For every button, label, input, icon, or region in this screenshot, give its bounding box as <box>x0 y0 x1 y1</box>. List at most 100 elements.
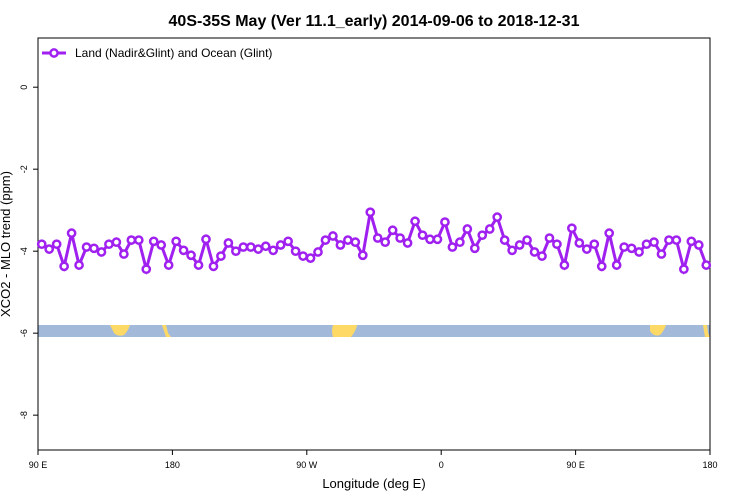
data-point <box>74 260 84 270</box>
data-point <box>357 250 368 261</box>
data-point <box>432 234 443 245</box>
x-tick-label: 90 E <box>566 460 585 470</box>
data-point <box>686 236 697 247</box>
data-point <box>596 261 607 272</box>
data-point <box>253 244 264 254</box>
data-point <box>111 237 122 248</box>
data-point <box>567 223 577 234</box>
data-point <box>36 239 47 250</box>
data-point <box>693 240 704 250</box>
y-tick-label: -2 <box>19 165 29 173</box>
data-point <box>604 228 615 238</box>
data-point <box>701 260 712 270</box>
data-point <box>51 239 62 250</box>
data-point <box>365 207 376 218</box>
data-point <box>387 225 398 236</box>
data-point <box>66 228 77 238</box>
data-point <box>641 239 652 250</box>
land-ocean-strip <box>38 325 710 337</box>
data-point <box>245 242 256 252</box>
data-point <box>313 247 323 257</box>
data-point <box>350 237 361 248</box>
data-point <box>328 231 338 241</box>
data-point <box>216 251 226 261</box>
data-point <box>141 264 152 275</box>
data-point <box>126 235 137 245</box>
data-point <box>178 245 189 256</box>
data-point <box>417 230 428 241</box>
data-point <box>425 234 435 245</box>
data-point <box>335 240 346 250</box>
x-tick-label: 90 E <box>29 460 48 470</box>
data-point <box>559 260 570 270</box>
data-point <box>89 243 99 254</box>
data-point <box>469 243 480 254</box>
data-point <box>611 260 622 270</box>
legend-label: Land (Nadir&Glint) and Ocean (Glint) <box>75 46 272 60</box>
y-axis-label: XCO2 - MLO trend (ppm) <box>0 171 13 317</box>
y-tick-label: 0 <box>19 85 29 90</box>
data-point <box>514 240 525 250</box>
y-tick-label: -8 <box>19 411 29 419</box>
data-point <box>619 242 629 252</box>
chart-title: 40S-35S May (Ver 11.1_early) 2014-09-06 … <box>169 13 580 30</box>
data-point <box>522 235 532 245</box>
data-point <box>499 235 510 245</box>
data-point <box>492 212 503 222</box>
ocean-band <box>38 325 710 337</box>
data-point <box>484 224 495 234</box>
data-point <box>201 234 211 245</box>
data-point <box>626 243 637 254</box>
data-point <box>290 246 301 257</box>
data-point <box>462 224 473 234</box>
data-point <box>133 235 144 245</box>
y-tick-label: -4 <box>19 247 29 255</box>
data-point <box>634 247 644 257</box>
land-patch <box>703 325 710 337</box>
data-point <box>440 217 450 227</box>
data-point <box>156 240 167 250</box>
data-point <box>664 235 674 245</box>
data-point <box>671 235 682 245</box>
land-patch <box>110 325 130 336</box>
data-point <box>231 246 241 257</box>
data-point <box>679 264 689 275</box>
data-point <box>447 242 458 252</box>
x-tick-label: 90 W <box>296 460 318 470</box>
x-tick-label: 180 <box>702 460 717 470</box>
land-patch <box>650 325 666 336</box>
data-point <box>171 236 181 247</box>
data-point <box>186 250 196 261</box>
data-point <box>455 237 465 248</box>
data-point <box>44 244 55 254</box>
data-point <box>410 216 420 227</box>
data-point <box>372 233 383 243</box>
data-point <box>238 242 249 252</box>
data-point <box>320 235 331 245</box>
data-point <box>656 249 667 259</box>
y-tick-label: -6 <box>19 329 29 337</box>
data-point <box>96 247 107 257</box>
data-point <box>529 247 540 257</box>
data-point <box>395 233 405 243</box>
data-point <box>649 237 659 248</box>
data-point <box>380 237 391 248</box>
data-point <box>507 245 517 256</box>
data-point <box>81 242 92 252</box>
data-point <box>208 261 219 272</box>
data-point <box>268 245 279 256</box>
data-point <box>193 260 204 270</box>
data-point <box>59 261 69 272</box>
x-axis-label: Longitude (deg E) <box>322 476 425 491</box>
data-point <box>581 244 592 254</box>
data-point <box>275 240 286 250</box>
land-patch <box>332 325 357 337</box>
data-point <box>552 239 562 250</box>
data-point <box>305 253 316 263</box>
data-point <box>163 260 174 270</box>
data-point <box>544 233 555 243</box>
x-tick-label: 180 <box>165 460 180 470</box>
data-point <box>148 236 159 247</box>
data-point <box>537 251 547 261</box>
